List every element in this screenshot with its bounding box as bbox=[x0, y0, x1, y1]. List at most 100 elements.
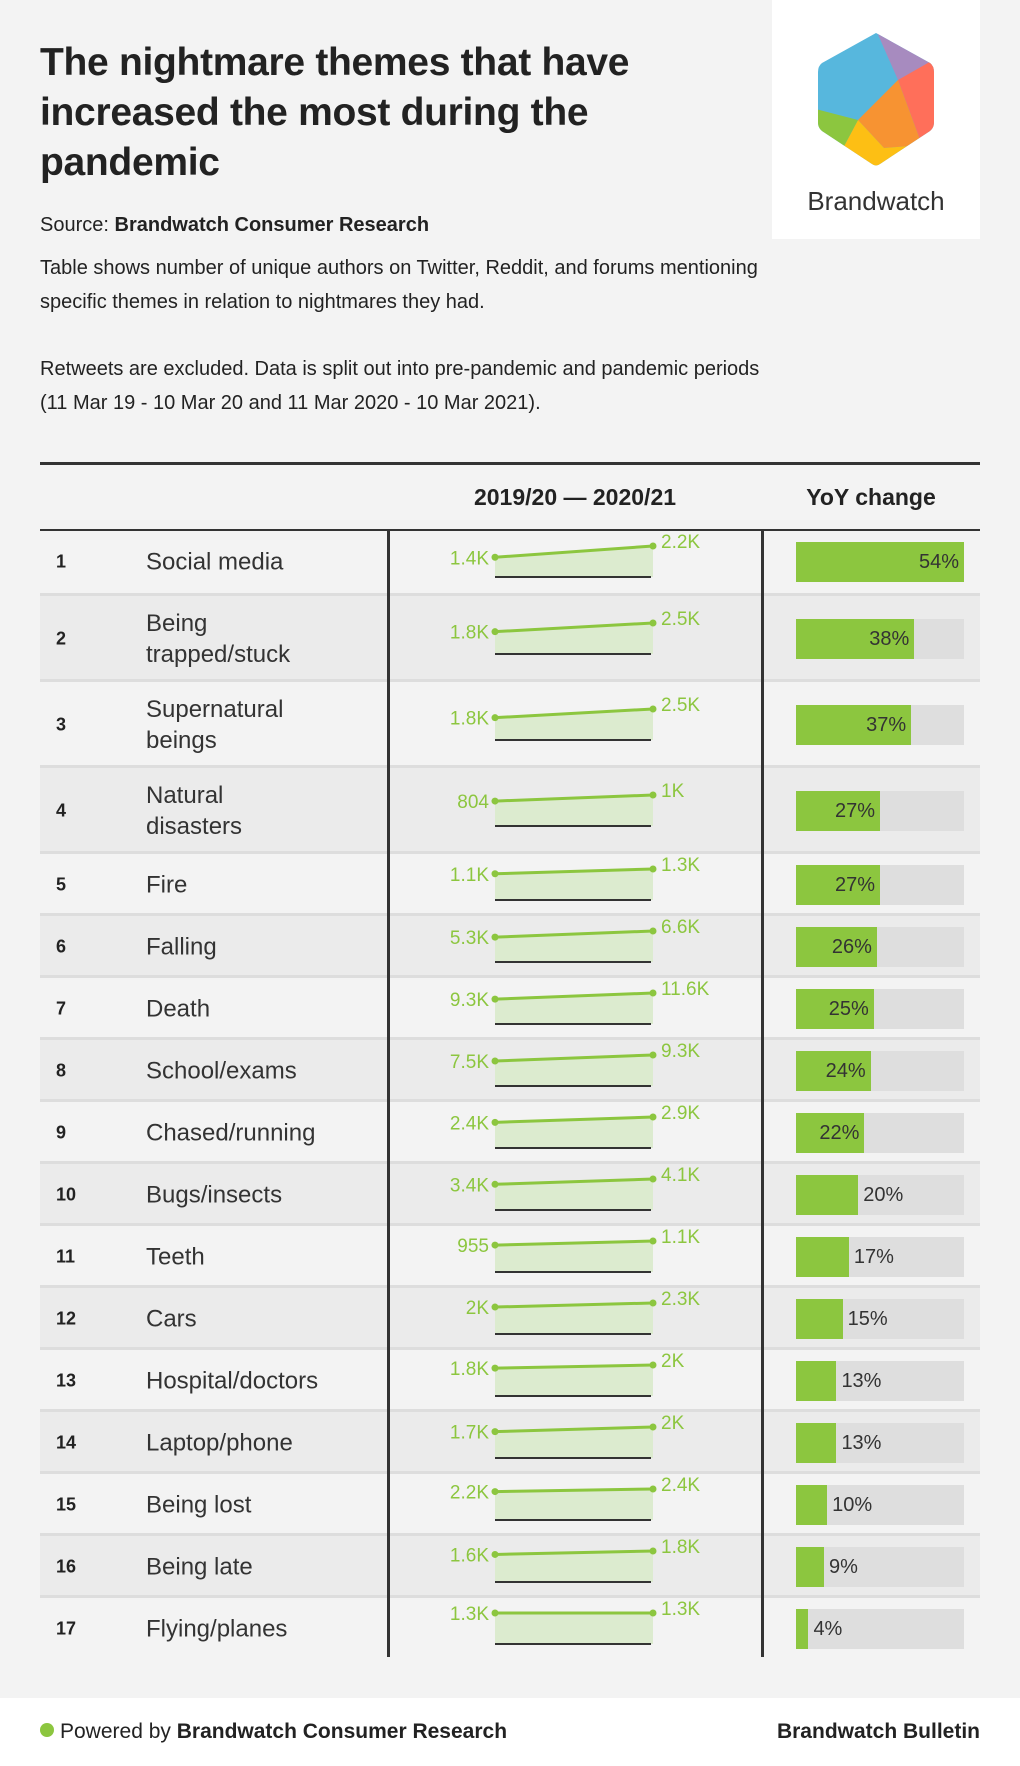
yoy-bar-track: 22% bbox=[796, 1113, 964, 1153]
sparkline-point-2019 bbox=[491, 933, 499, 941]
sparkline-line bbox=[494, 867, 654, 876]
rank: 4 bbox=[56, 800, 67, 821]
sparkline-area bbox=[495, 1303, 653, 1334]
sparkline-line bbox=[494, 1177, 654, 1186]
value-2019: 1.1K bbox=[450, 865, 489, 886]
theme-label: Falling bbox=[146, 933, 217, 961]
yoy-bar bbox=[796, 1361, 837, 1401]
sparkline: 1.8K 2K bbox=[450, 1351, 685, 1397]
sparkline-point-2019 bbox=[491, 1364, 499, 1372]
sparkline-line bbox=[494, 621, 654, 634]
sparkline: 5.3K 6.6K bbox=[450, 917, 700, 963]
sparkline-line bbox=[494, 1487, 654, 1494]
table-row: 2.4K 2.9K 9 Chased/running 22% bbox=[40, 1099, 980, 1161]
sparkline: 1.7K 2K bbox=[450, 1413, 685, 1459]
rank: 11 bbox=[56, 1246, 76, 1267]
value-2020: 1.3K bbox=[661, 1599, 700, 1620]
value-2020: 6.6K bbox=[661, 917, 700, 938]
sparkline-line bbox=[494, 929, 654, 939]
page-title: The nightmare themes that have increased… bbox=[40, 41, 630, 184]
sparkline-point-2019 bbox=[491, 1241, 499, 1249]
sparkline-point-2020 bbox=[649, 989, 657, 997]
yoy-bar-track: 13% bbox=[796, 1423, 964, 1463]
yoy-bar bbox=[796, 1113, 865, 1153]
sparkline-line bbox=[494, 1301, 654, 1309]
yoy-bar bbox=[796, 1547, 824, 1587]
table-row: 1.8K 2K 13 Hospital/doctors 13% bbox=[40, 1347, 980, 1409]
yoy-bar-track: 27% bbox=[796, 865, 964, 905]
sparkline: 1.4K 2.2K bbox=[450, 532, 700, 578]
sparkline: 1.8K 2.5K bbox=[450, 609, 700, 655]
sparkline-area bbox=[495, 546, 653, 577]
theme-label: Bugs/insects bbox=[146, 1181, 283, 1209]
value-2019: 1.8K bbox=[450, 709, 489, 730]
sparkline-point-2020 bbox=[649, 619, 657, 627]
theme-label: Flying/planes bbox=[146, 1615, 288, 1643]
value-2020: 1.3K bbox=[661, 855, 700, 876]
sparkline-point-2019 bbox=[491, 995, 499, 1003]
table-row: 1.7K 2K 14 Laptop/phone 13% bbox=[40, 1409, 980, 1471]
yoy-bar-track: 27% bbox=[796, 791, 964, 831]
yoy-label: 13% bbox=[841, 1370, 882, 1392]
yoy-bar bbox=[796, 1423, 837, 1463]
theme-label: Supernatural beings bbox=[146, 696, 284, 754]
rank: 7 bbox=[56, 998, 67, 1019]
sparkline: 2.4K 2.9K bbox=[450, 1103, 700, 1149]
sparkline-area bbox=[495, 1241, 653, 1272]
yoy-bar bbox=[796, 1051, 871, 1091]
sparkline: 1.8K 2.5K bbox=[450, 695, 700, 741]
yoy-label: 25% bbox=[828, 998, 869, 1020]
sparkline: 2K 2.3K bbox=[466, 1289, 700, 1335]
sparkline: 1.6K 1.8K bbox=[450, 1537, 700, 1583]
table-row: 1.6K 1.8K 16 Being late 9% bbox=[40, 1533, 980, 1595]
yoy-bar-track: 15% bbox=[796, 1299, 964, 1339]
sparkline-point-2019 bbox=[491, 1550, 499, 1558]
table-row: 2.2K 2.4K 15 Being lost 10% bbox=[40, 1471, 980, 1533]
yoy-bar bbox=[796, 927, 877, 967]
yoy-bar-track: 37% bbox=[796, 705, 964, 745]
sparkline-point-2019 bbox=[491, 797, 499, 805]
sparkline-point-2019 bbox=[491, 553, 499, 561]
powered-by-label: Powered by bbox=[60, 1720, 171, 1743]
description-note: Retweets are excluded. Data is split out… bbox=[40, 358, 760, 414]
yoy-label: 54% bbox=[918, 551, 959, 573]
table-row: 955 1.1K 11 Teeth 17% bbox=[40, 1223, 980, 1285]
yoy-bar bbox=[796, 865, 880, 905]
sparkline-area bbox=[495, 993, 653, 1024]
value-2019: 2K bbox=[466, 1298, 490, 1319]
sparkline: 3.4K 4.1K bbox=[450, 1165, 700, 1211]
theme-label: Natural disasters bbox=[146, 782, 243, 840]
yoy-bar bbox=[796, 1609, 809, 1649]
yoy-bar bbox=[796, 619, 915, 659]
logo-text: Brandwatch bbox=[807, 186, 945, 216]
yoy-bar bbox=[796, 1237, 849, 1277]
sparkline-point-2020 bbox=[649, 705, 657, 713]
column-header-period: 2019/20 — 2020/21 bbox=[473, 484, 677, 510]
yoy-bar bbox=[796, 705, 912, 745]
sparkline-area bbox=[495, 1365, 653, 1396]
sparkline-area bbox=[495, 1179, 653, 1210]
value-2019: 9.3K bbox=[450, 990, 489, 1011]
theme-label: Social media bbox=[146, 548, 284, 576]
rank: 13 bbox=[56, 1370, 77, 1391]
value-2020: 9.3K bbox=[661, 1041, 700, 1062]
sparkline-point-2020 bbox=[649, 927, 657, 935]
sparkline-point-2020 bbox=[649, 1051, 657, 1059]
yoy-label: 10% bbox=[832, 1494, 873, 1516]
sparkline-line bbox=[494, 1425, 654, 1434]
sparkline: 1.3K 1.3K bbox=[450, 1599, 700, 1645]
yoy-bar-track: 54% bbox=[796, 542, 964, 582]
value-2019: 1.6K bbox=[450, 1545, 489, 1566]
source-name: Brandwatch Consumer Research bbox=[114, 214, 430, 236]
hexagon-logo-icon bbox=[818, 33, 934, 166]
table-row: 9.3K 11.6K 7 Death 25% bbox=[40, 975, 980, 1037]
value-2019: 2.2K bbox=[450, 1483, 489, 1504]
yoy-label: 27% bbox=[834, 800, 875, 822]
sparkline-point-2019 bbox=[491, 1118, 499, 1126]
yoy-bar-track: 20% bbox=[796, 1175, 964, 1215]
sparkline-point-2020 bbox=[649, 542, 657, 550]
source: Source: Brandwatch Consumer Research bbox=[40, 214, 429, 237]
value-2020: 2.4K bbox=[661, 1475, 700, 1496]
sparkline-point-2019 bbox=[491, 1180, 499, 1188]
sparkline-area bbox=[495, 1427, 653, 1458]
